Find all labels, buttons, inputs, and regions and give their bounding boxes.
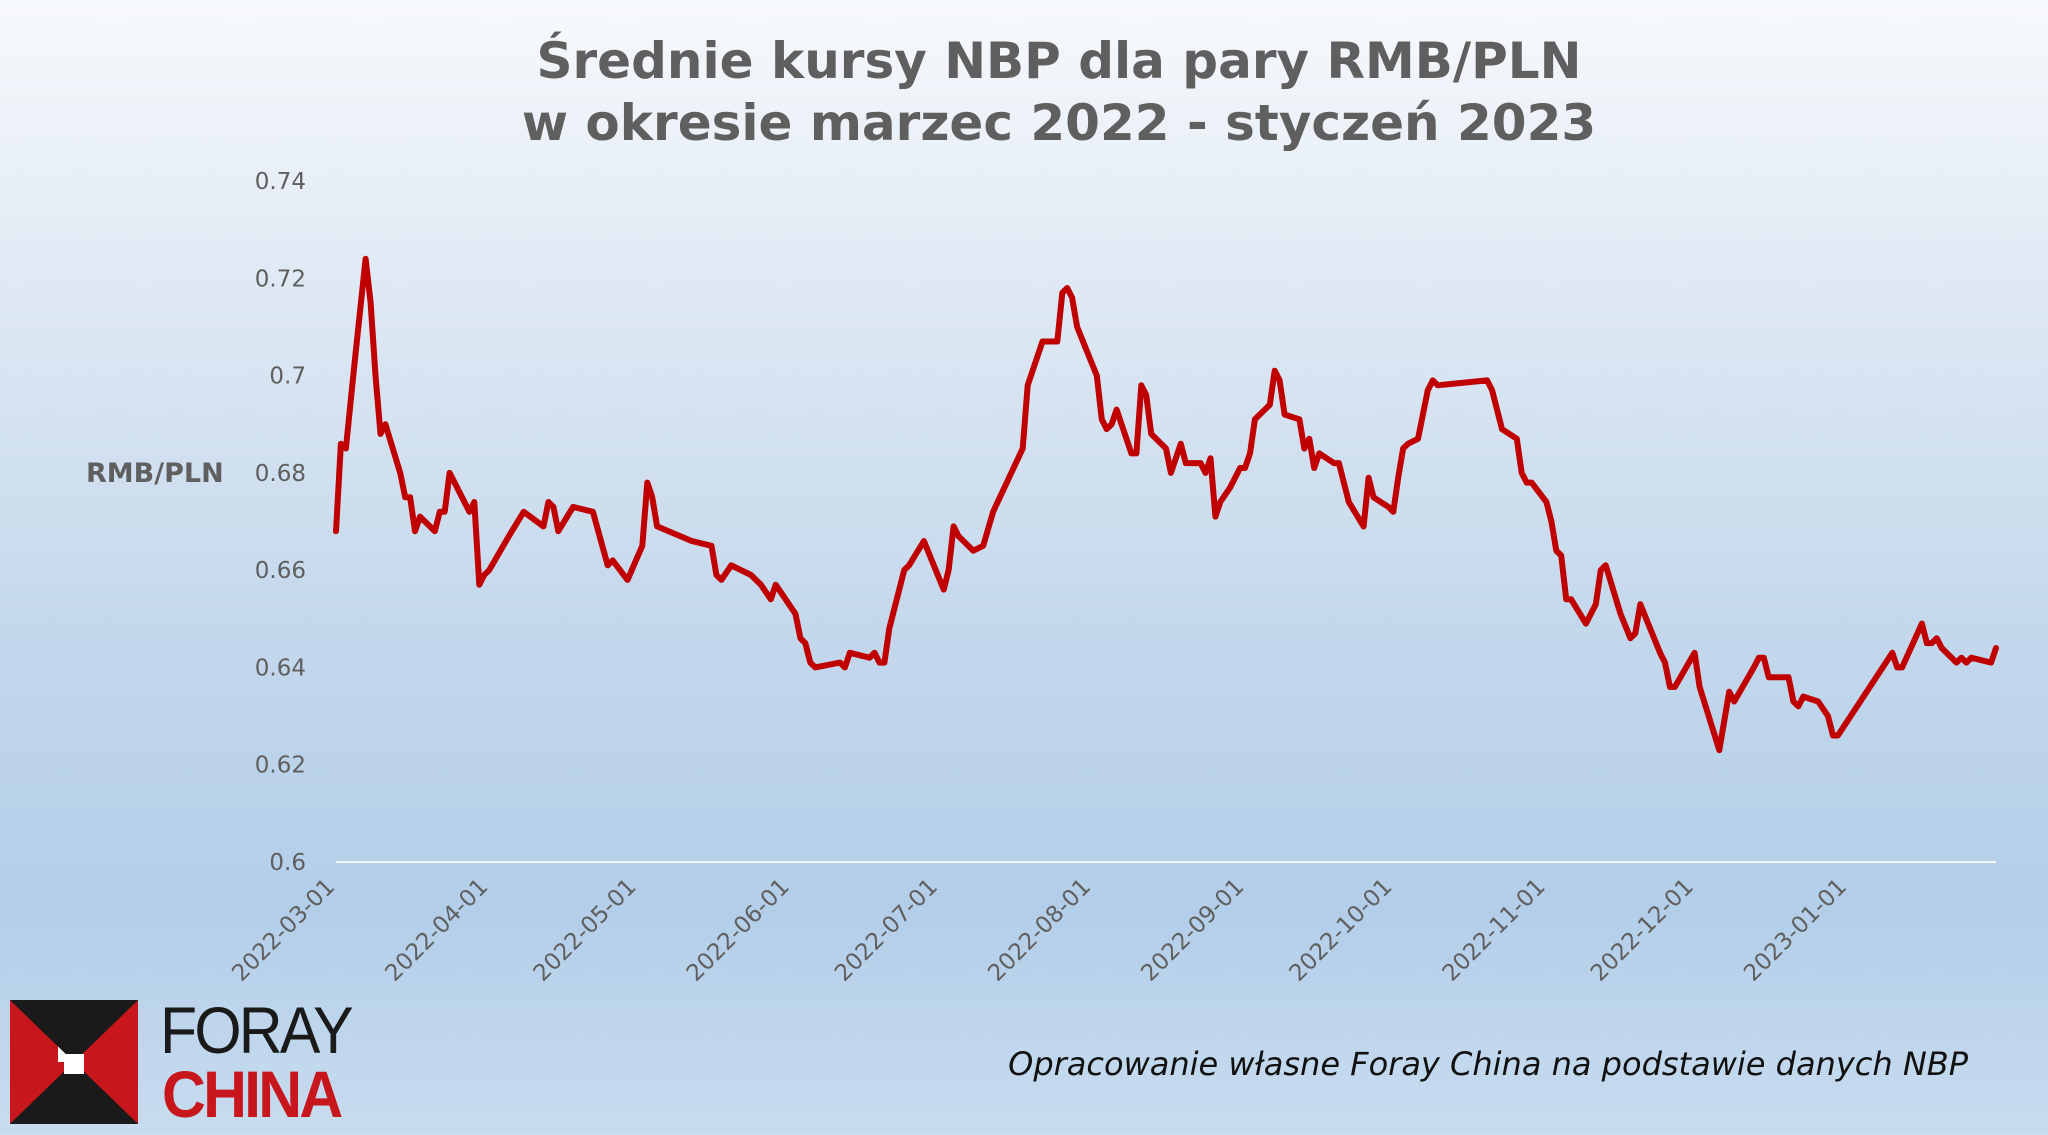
- y-tick-label: 0.6: [269, 850, 306, 876]
- y-axis-label: RMB/PLN: [86, 458, 224, 489]
- logo-mark-icon: [10, 1000, 138, 1124]
- x-axis-ticks: 2022-03-01 2022-04-01 2022-05-01 2022-06-01…: [227, 874, 1852, 987]
- chart-title-line-1: Średnie kursy NBP dla pary RMB/PLN: [536, 32, 1582, 90]
- x-tick-label: 2022-04-01: [380, 874, 493, 987]
- x-tick-label: 2022-12-01: [1586, 874, 1699, 987]
- y-tick-label: 0.74: [255, 169, 306, 195]
- logo-text-foray: FORAY: [160, 993, 354, 1067]
- source-note: Opracowanie własne Foray China na podsta…: [1008, 1045, 1968, 1083]
- x-tick-label: 2023-01-01: [1739, 874, 1852, 987]
- chart-title-line-2: w okresie marzec 2022 - styczeń 2023: [521, 94, 1597, 152]
- logo-text-china: CHINA: [162, 1057, 343, 1131]
- y-tick-label: 0.68: [255, 461, 306, 487]
- y-tick-label: 0.7: [269, 364, 306, 390]
- chart-title: Średnie kursy NBP dla pary RMB/PLN w okr…: [0, 30, 2048, 154]
- series-line-rmb-pln: [333, 255, 1999, 754]
- x-tick-label: 2022-05-01: [529, 874, 642, 987]
- y-tick-label: 0.64: [255, 655, 306, 681]
- x-tick-label: 2022-07-01: [830, 874, 943, 987]
- x-tick-label: 2022-11-01: [1438, 874, 1551, 987]
- x-tick-label: 2022-08-01: [983, 874, 1096, 987]
- foray-china-logo: FORAY CHINA: [10, 993, 380, 1131]
- y-tick-label: 0.72: [255, 266, 306, 292]
- y-axis-ticks: 0.74 0.72 0.7 0.68 0.66 0.64 0.62 0.6: [255, 169, 306, 876]
- y-tick-label: 0.62: [255, 753, 306, 779]
- x-tick-label: 2022-10-01: [1285, 874, 1398, 987]
- y-tick-label: 0.66: [255, 558, 306, 584]
- x-tick-label: 2022-09-01: [1136, 874, 1249, 987]
- x-tick-label: 2022-03-01: [227, 874, 340, 987]
- x-tick-label: 2022-06-01: [682, 874, 795, 987]
